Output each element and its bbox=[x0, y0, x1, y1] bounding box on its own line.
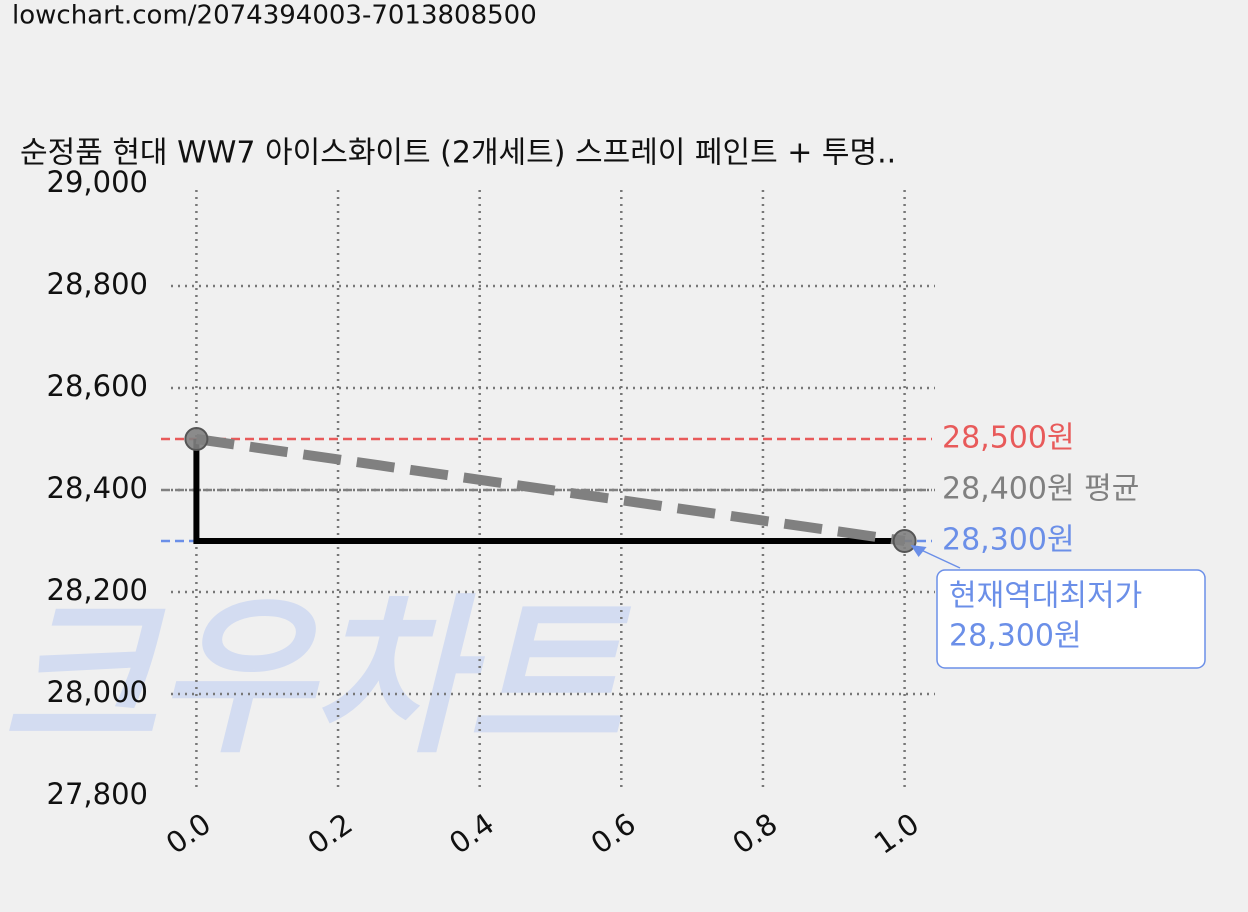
annotation-text: 28,300원 bbox=[949, 619, 1082, 654]
y-tick-label: 28,800 bbox=[47, 267, 148, 301]
x-tick-label: 1.0 bbox=[868, 806, 925, 860]
annotation-arrowhead bbox=[910, 545, 927, 557]
y-tick-label: 28,000 bbox=[47, 675, 148, 709]
reference-label: 28,300원 bbox=[942, 523, 1075, 558]
x-tick-label: 0.0 bbox=[160, 806, 217, 860]
y-tick-label: 29,000 bbox=[47, 165, 148, 199]
point bbox=[892, 529, 917, 553]
y-tick-label: 28,400 bbox=[47, 471, 148, 505]
url: lowchart.com/2074394003-7013808500 bbox=[12, 1, 537, 31]
reference-label: 28,500원 bbox=[942, 421, 1075, 456]
y-tick-label: 28,600 bbox=[47, 369, 148, 403]
reference-label: 28,400원 평균 bbox=[942, 472, 1139, 507]
annotation-box bbox=[936, 569, 1206, 669]
point bbox=[184, 427, 209, 451]
x-tick-label: 0.4 bbox=[443, 806, 500, 860]
series-line bbox=[193, 439, 905, 544]
watermark: 크우차트 bbox=[2, 579, 632, 777]
series-line bbox=[195, 434, 906, 546]
chart-title: 순정품 현대 WW7 아이스화이트 (2개세트) 스프레이 페인트 + 투명.. bbox=[20, 136, 896, 171]
x-tick-label: 0.8 bbox=[726, 806, 783, 860]
y-tick-label: 28,200 bbox=[47, 573, 148, 607]
x-tick-label: 0.6 bbox=[585, 806, 642, 860]
y-tick-label: 27,800 bbox=[47, 777, 148, 811]
x-tick-label: 0.2 bbox=[301, 806, 358, 860]
annotation-text: 현재역대최저가 bbox=[949, 579, 1142, 614]
